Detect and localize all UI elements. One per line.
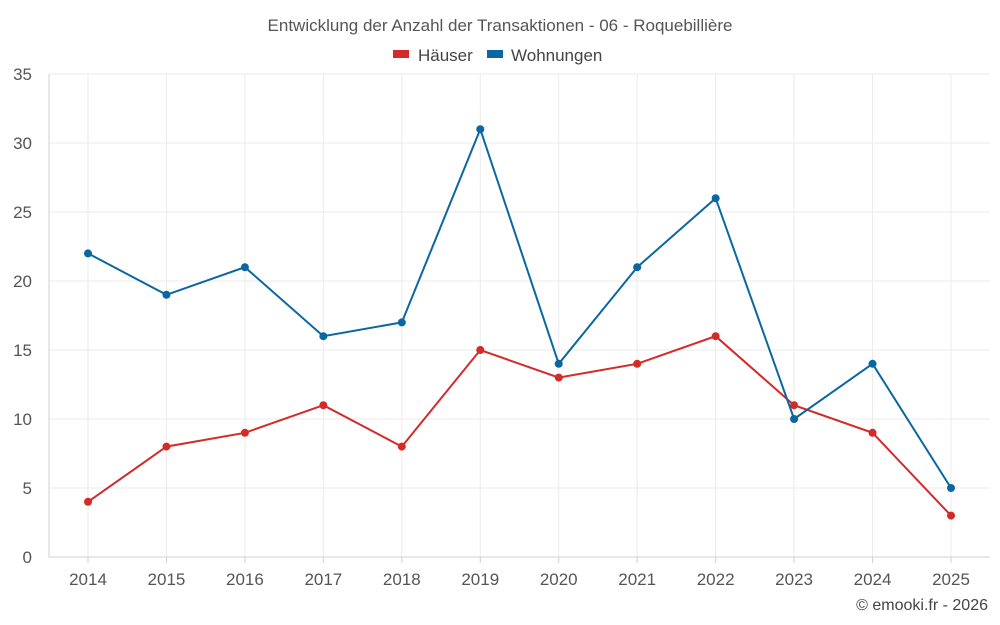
data-point-wohnungen-2018[interactable] (397, 318, 406, 327)
data-point-wohnungen-2022[interactable] (711, 194, 720, 203)
chart-title: Entwicklung der Anzahl der Transaktionen… (268, 16, 733, 35)
y-tick-label: 35 (13, 65, 32, 84)
data-point-haeuser-2018[interactable] (397, 442, 406, 451)
y-tick-label: 10 (13, 410, 32, 429)
x-tick-label: 2022 (697, 570, 735, 589)
data-point-wohnungen-2017[interactable] (319, 332, 328, 341)
data-point-wohnungen-2015[interactable] (162, 290, 171, 299)
x-tick-label: 2018 (383, 570, 421, 589)
x-tick-label: 2017 (304, 570, 342, 589)
y-tick-label: 15 (13, 341, 32, 360)
data-point-haeuser-2021[interactable] (633, 359, 642, 368)
data-point-wohnungen-2023[interactable] (790, 415, 799, 423)
x-tick-label: 2015 (148, 570, 186, 589)
x-tick-label: 2019 (461, 570, 499, 589)
data-point-haeuser-2024[interactable] (868, 428, 877, 437)
x-tick-label: 2025 (932, 570, 970, 589)
data-point-haeuser-2016[interactable] (240, 428, 249, 437)
x-tick-label: 2020 (540, 570, 578, 589)
data-point-wohnungen-2024[interactable] (868, 359, 877, 368)
legend-label-haeuser[interactable]: Häuser (418, 46, 473, 65)
data-point-wohnungen-2016[interactable] (240, 263, 249, 272)
data-point-haeuser-2019[interactable] (476, 346, 485, 354)
y-tick-label: 5 (23, 479, 32, 498)
y-tick-label: 0 (23, 548, 32, 567)
data-point-wohnungen-2021[interactable] (633, 263, 642, 272)
legend-swatch-wohnungen (487, 50, 503, 58)
data-point-wohnungen-2020[interactable] (554, 359, 563, 368)
legend: Häuser Wohnungen (393, 46, 602, 65)
y-tick-label: 25 (13, 203, 32, 222)
data-point-haeuser-2017[interactable] (319, 401, 328, 410)
data-point-haeuser-2020[interactable] (554, 373, 563, 382)
series-line-wohnungen (87, 126, 952, 489)
x-tick-label: 2021 (618, 570, 656, 589)
data-point-haeuser-2025[interactable] (947, 511, 955, 520)
data-point-wohnungen-2025[interactable] (947, 484, 955, 492)
series (84, 125, 955, 520)
legend-label-wohnungen[interactable]: Wohnungen (511, 46, 602, 65)
legend-swatch-haeuser (393, 50, 409, 58)
data-point-wohnungen-2014[interactable] (84, 249, 92, 258)
credit-text: © emooki.fr - 2026 (856, 597, 988, 614)
grid (49, 73, 990, 557)
x-tick-label: 2024 (854, 570, 892, 589)
data-point-haeuser-2022[interactable] (711, 332, 720, 341)
y-tick-label: 30 (13, 134, 32, 153)
data-point-wohnungen-2019[interactable] (476, 125, 485, 134)
x-tick-label: 2014 (69, 570, 107, 589)
x-tick-label: 2023 (775, 570, 813, 589)
data-point-haeuser-2015[interactable] (162, 442, 171, 451)
y-tick-label: 20 (13, 272, 32, 291)
x-tick-label: 2016 (226, 570, 264, 589)
series-line-haeuser (87, 335, 952, 517)
data-point-haeuser-2023[interactable] (790, 401, 799, 410)
data-point-haeuser-2014[interactable] (84, 497, 92, 506)
